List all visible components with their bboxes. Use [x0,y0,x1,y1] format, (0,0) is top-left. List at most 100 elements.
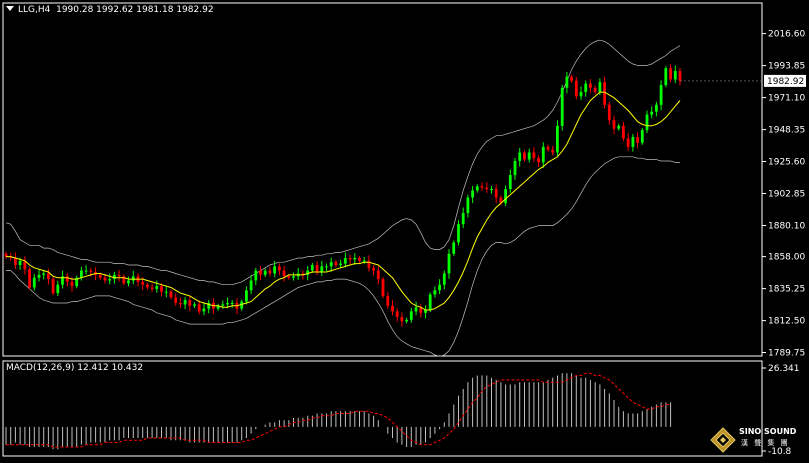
candle-body [188,300,192,306]
candle-body [607,104,611,121]
candle-body [268,270,272,274]
candle-body [527,152,531,160]
candle-body [320,266,324,272]
sino-sound-logo: SINO SOUND 漢 聲 集 團 [710,425,806,457]
price-tick-label: 1971.10 [768,94,805,104]
candle-body [400,317,404,322]
macd-header: MACD(12,26,9) 12.412 10.432 [6,363,143,373]
candle-body [329,262,333,267]
candle-body [75,277,79,287]
price-tick-label: 1880.10 [768,222,805,232]
candle-body [65,276,69,282]
candles [4,64,682,327]
candle-body [42,273,46,275]
candle-body [541,146,545,163]
candle-body [14,258,17,265]
candle-body [490,189,493,191]
candle-body [574,80,578,97]
current-price-label: 1982.92 [767,77,804,87]
candle-body [617,125,621,129]
moving-average [6,91,681,311]
candle-body [631,137,635,147]
candle-body [598,82,602,92]
candle-body [480,186,484,188]
candle-body [419,307,423,313]
candle-body [325,266,328,268]
candle-body [414,307,418,312]
candle-body [395,311,399,317]
candle-body [664,68,668,86]
candle-body [678,71,682,81]
candle-body [254,270,258,281]
candle-body [537,158,540,163]
candle-body [230,303,234,304]
candle-body [518,152,522,161]
candle-body [372,267,375,271]
symbol-label: LLG,H4 [18,5,51,15]
macd-label: MACD(12,26,9) 12.412 10.432 [6,363,144,373]
candle-body [273,266,276,274]
candle-body [650,111,654,115]
candle-body [169,291,173,298]
macd-signal-line [6,372,671,448]
candle-body [447,253,451,274]
candle-body [579,92,583,97]
candle-body [131,276,135,281]
candle-body [240,301,244,309]
candle-body [409,311,413,320]
macd-tick-label: 26.341 [768,364,800,374]
candle-body [475,186,479,191]
candle-body [310,265,314,271]
price-tick-label: 1948.35 [768,126,805,136]
candle-body [4,253,8,257]
candle-body [612,120,616,129]
candle-body [405,319,408,322]
candle-body [673,71,677,80]
candle-body [221,304,225,306]
candle-body [155,286,159,289]
candle-body [551,149,555,153]
candle-body [306,270,309,275]
candle-body [278,266,281,271]
macd-tick-label: -10.8 [768,447,792,457]
main-panel-frame [2,2,763,357]
candle-body [9,256,13,258]
candle-body [532,152,536,159]
candle-body [513,161,517,176]
candle-body [556,125,559,153]
candle-body [117,274,121,277]
candle-body [226,303,229,305]
candle-body [636,137,639,143]
candle-body [640,130,644,143]
candle-body [339,263,342,265]
candle-body [438,284,441,291]
candle-body [18,260,22,265]
candle-body [584,83,588,92]
candle-body [216,305,220,309]
macd-panel [5,372,672,450]
candle-body [315,265,319,272]
dropdown-triangle-icon[interactable] [6,6,14,11]
candle-body [141,281,145,285]
candle-body [386,295,390,306]
candle-body [150,287,154,289]
candle-body [504,189,507,204]
candle-body [348,258,352,260]
candle-body [202,308,206,312]
price-tick-label: 1812.50 [768,317,805,327]
candle-body [655,104,658,112]
candle-body [287,276,291,278]
logo-emblem-icon [710,427,736,453]
candle-body [164,291,168,293]
macd-panel-frame [2,360,763,457]
candle-body [452,242,456,254]
price-axis: 2016.60 1993.85 1971.10 1948.35 1925.60 1902.… [680,30,806,457]
chart-frames [2,2,763,457]
candle-body [47,273,50,280]
bollinger-bands [5,39,681,357]
lower-band-line [6,156,680,357]
candle-body [183,300,187,305]
candle-body [51,279,55,294]
